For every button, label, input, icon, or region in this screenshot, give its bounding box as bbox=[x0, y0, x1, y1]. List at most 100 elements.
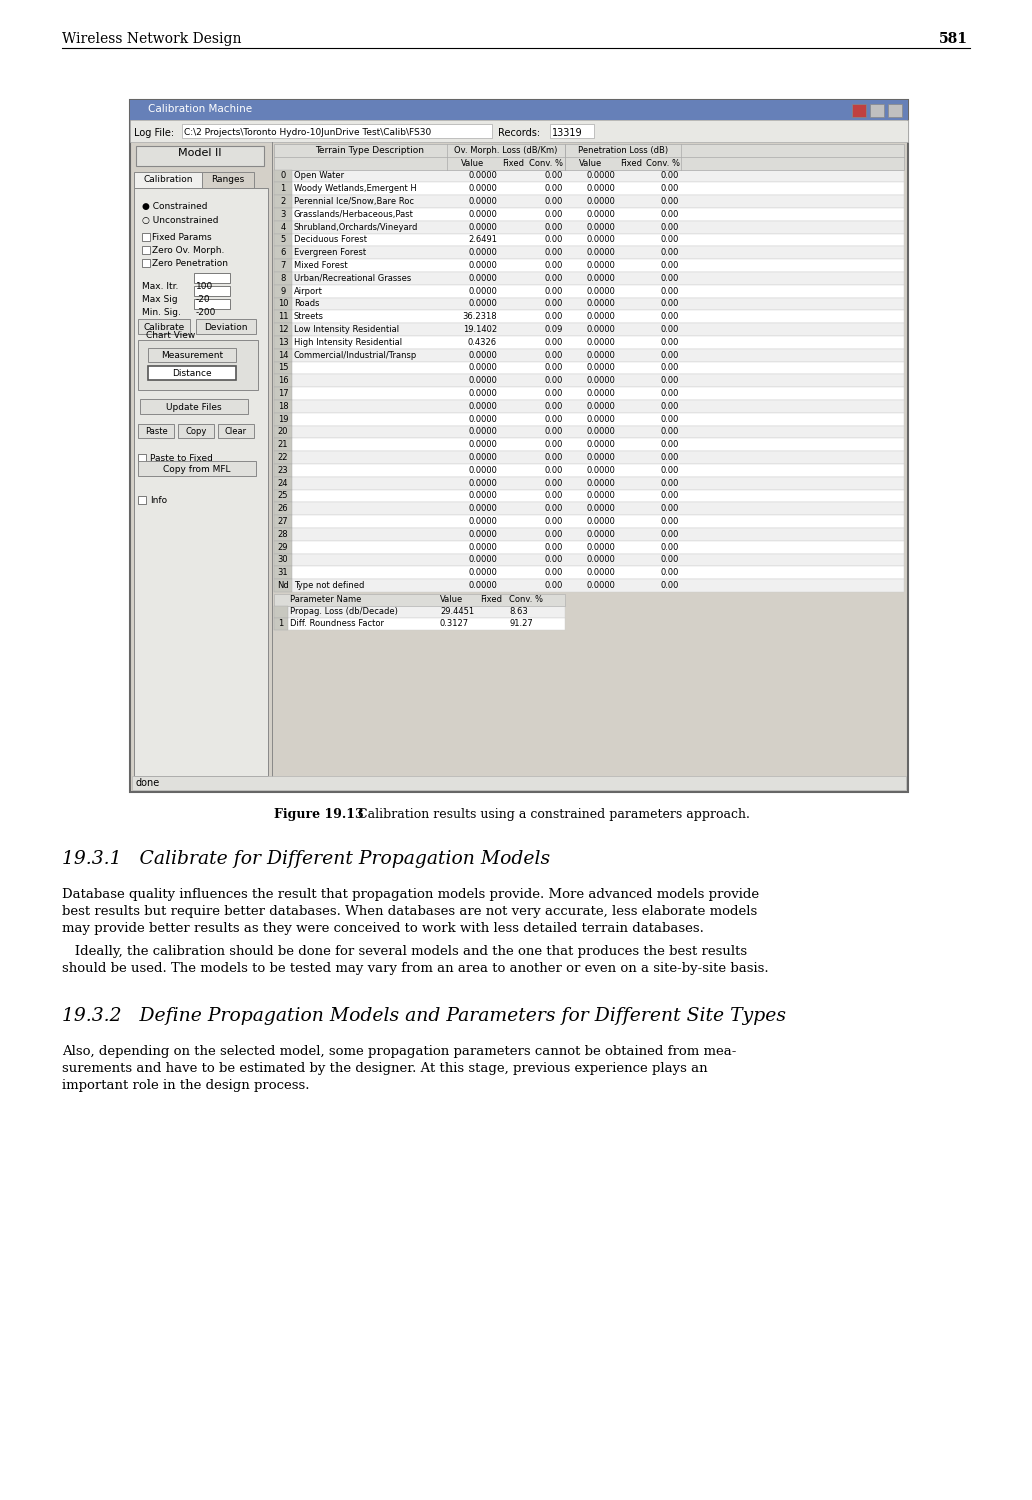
Text: 0.0000: 0.0000 bbox=[586, 492, 615, 501]
Bar bbox=[275, 426, 904, 438]
Text: 36.2318: 36.2318 bbox=[462, 312, 497, 321]
Bar bbox=[275, 183, 904, 195]
Text: 0.0000: 0.0000 bbox=[469, 376, 497, 386]
Text: 10: 10 bbox=[278, 300, 288, 309]
Text: 0.00: 0.00 bbox=[660, 376, 679, 386]
Text: 0.00: 0.00 bbox=[660, 286, 679, 296]
Text: 0.00: 0.00 bbox=[660, 261, 679, 270]
Bar bbox=[275, 489, 904, 502]
Text: Type not defined: Type not defined bbox=[294, 580, 364, 590]
Bar bbox=[202, 172, 254, 188]
Text: 0.0000: 0.0000 bbox=[586, 478, 615, 488]
Text: Airport: Airport bbox=[294, 286, 323, 296]
Text: 0.0000: 0.0000 bbox=[586, 376, 615, 386]
Text: 0.00: 0.00 bbox=[660, 388, 679, 398]
Text: 0.0000: 0.0000 bbox=[469, 530, 497, 538]
Text: 0.00: 0.00 bbox=[545, 338, 563, 346]
Text: 24: 24 bbox=[278, 478, 288, 488]
Bar bbox=[275, 554, 292, 567]
Text: 0.00: 0.00 bbox=[545, 196, 563, 206]
Text: 25: 25 bbox=[278, 492, 288, 501]
Text: Copy from MFL: Copy from MFL bbox=[163, 465, 231, 474]
Text: Calibration Machine: Calibration Machine bbox=[148, 104, 252, 114]
Text: 0.0000: 0.0000 bbox=[586, 466, 615, 476]
Text: 0.0000: 0.0000 bbox=[586, 402, 615, 411]
Text: Fixed: Fixed bbox=[480, 596, 502, 604]
Text: 0.0000: 0.0000 bbox=[586, 363, 615, 372]
Text: 0.00: 0.00 bbox=[660, 363, 679, 372]
Text: Zero Ov. Morph.: Zero Ov. Morph. bbox=[152, 246, 224, 255]
Bar bbox=[138, 340, 258, 390]
Text: 0.00: 0.00 bbox=[545, 236, 563, 244]
Bar bbox=[196, 320, 256, 334]
Bar bbox=[130, 100, 908, 120]
Text: Deviation: Deviation bbox=[204, 322, 248, 332]
Text: 0.00: 0.00 bbox=[660, 338, 679, 346]
Text: 0.0000: 0.0000 bbox=[469, 363, 497, 372]
Bar bbox=[275, 426, 292, 438]
Bar bbox=[275, 594, 565, 606]
Text: 0.00: 0.00 bbox=[660, 504, 679, 513]
Bar bbox=[275, 260, 292, 272]
Text: Conv. %: Conv. % bbox=[646, 159, 680, 168]
Text: 0.00: 0.00 bbox=[545, 312, 563, 321]
Bar bbox=[275, 375, 292, 387]
Text: 0.00: 0.00 bbox=[545, 580, 563, 590]
Text: Urban/Recreational Grasses: Urban/Recreational Grasses bbox=[294, 274, 411, 284]
Text: 0.0000: 0.0000 bbox=[586, 236, 615, 244]
Text: 0.4326: 0.4326 bbox=[467, 338, 497, 346]
Text: 20: 20 bbox=[278, 427, 288, 436]
Bar bbox=[275, 477, 904, 489]
Bar bbox=[142, 232, 150, 242]
Bar bbox=[275, 246, 292, 259]
Text: 0.0000: 0.0000 bbox=[586, 351, 615, 360]
Bar bbox=[275, 567, 904, 579]
Text: 4: 4 bbox=[281, 222, 286, 231]
Text: Update Files: Update Files bbox=[166, 402, 222, 411]
Bar bbox=[275, 285, 292, 297]
Text: should be used. The models to be tested may vary from an area to another or even: should be used. The models to be tested … bbox=[62, 962, 769, 975]
Text: 0: 0 bbox=[281, 171, 286, 180]
Text: Grasslands/Herbaceous,Past: Grasslands/Herbaceous,Past bbox=[294, 210, 414, 219]
Text: 0.00: 0.00 bbox=[545, 478, 563, 488]
Text: 9: 9 bbox=[281, 286, 286, 296]
Bar bbox=[218, 424, 254, 438]
Bar bbox=[550, 124, 594, 138]
Text: 0.00: 0.00 bbox=[545, 492, 563, 501]
Text: Value: Value bbox=[579, 159, 603, 168]
Bar bbox=[275, 438, 292, 452]
Text: Distance: Distance bbox=[172, 369, 212, 378]
Bar bbox=[275, 195, 904, 208]
Bar bbox=[148, 348, 236, 361]
Text: Value: Value bbox=[440, 596, 463, 604]
Text: Max Sig: Max Sig bbox=[142, 296, 178, 304]
Bar bbox=[138, 320, 190, 334]
Bar bbox=[275, 310, 904, 322]
Text: 11: 11 bbox=[278, 312, 288, 321]
Text: 0.0000: 0.0000 bbox=[469, 261, 497, 270]
Text: 0.00: 0.00 bbox=[660, 555, 679, 564]
Text: Fixed: Fixed bbox=[502, 159, 524, 168]
Text: Evergreen Forest: Evergreen Forest bbox=[294, 249, 366, 258]
Text: 17: 17 bbox=[278, 388, 288, 398]
Text: 0.00: 0.00 bbox=[545, 466, 563, 476]
Text: 581: 581 bbox=[939, 32, 968, 46]
Text: 0.0000: 0.0000 bbox=[469, 555, 497, 564]
Text: Open Water: Open Water bbox=[294, 171, 344, 180]
Bar bbox=[275, 195, 292, 208]
Text: 0.0000: 0.0000 bbox=[586, 518, 615, 526]
Bar bbox=[275, 183, 292, 195]
Text: 2: 2 bbox=[281, 196, 286, 206]
Text: -20: -20 bbox=[196, 296, 211, 304]
Text: 0.0000: 0.0000 bbox=[469, 210, 497, 219]
Bar bbox=[275, 272, 292, 285]
Text: Clear: Clear bbox=[225, 426, 247, 435]
Text: 0.0000: 0.0000 bbox=[469, 300, 497, 309]
Bar bbox=[275, 528, 292, 542]
Bar bbox=[275, 400, 292, 412]
Text: 100: 100 bbox=[196, 282, 214, 291]
Text: 0.00: 0.00 bbox=[545, 351, 563, 360]
Text: 0.00: 0.00 bbox=[660, 492, 679, 501]
Text: 0.00: 0.00 bbox=[660, 530, 679, 538]
Text: Mixed Forest: Mixed Forest bbox=[294, 261, 348, 270]
